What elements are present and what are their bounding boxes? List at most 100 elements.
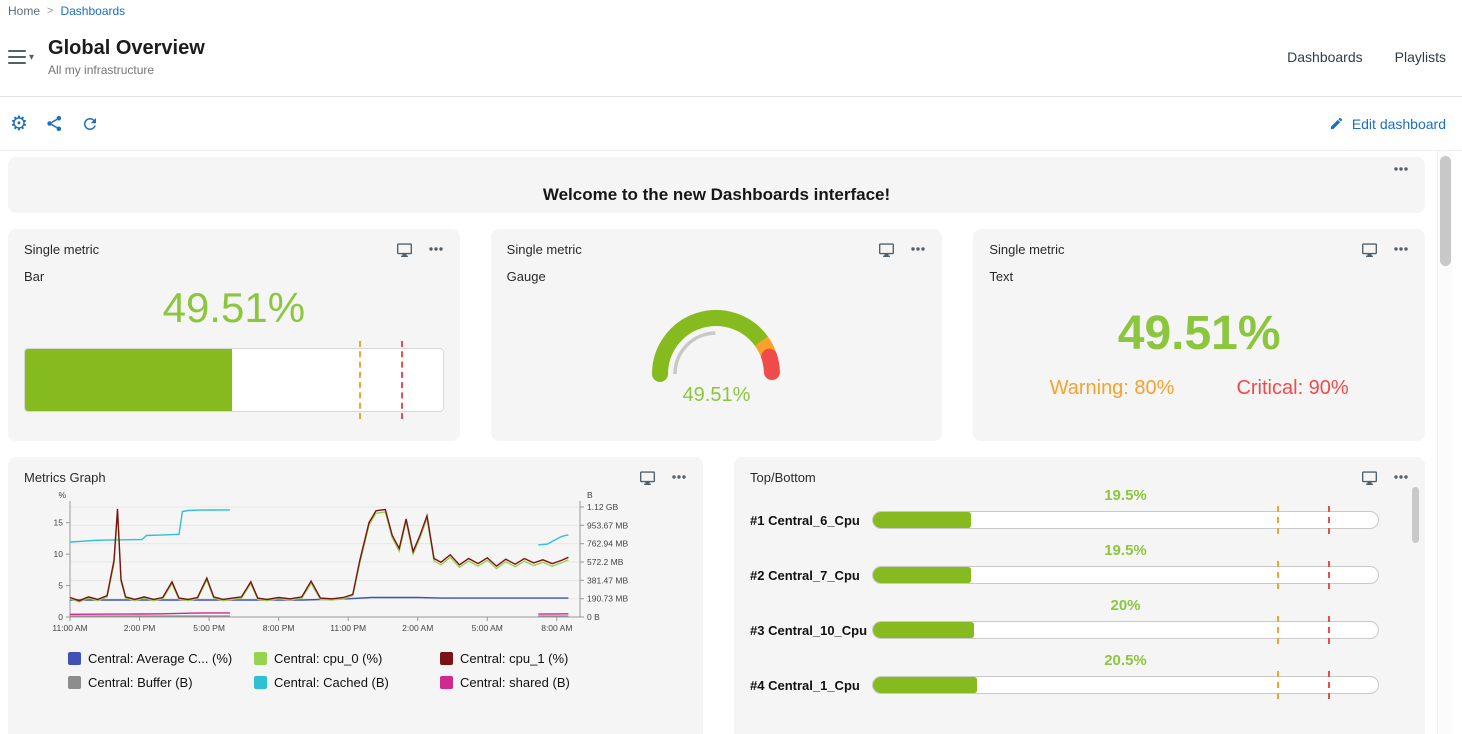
bar-value-label: 19.5% (1104, 542, 1147, 559)
display-icon[interactable] (1361, 470, 1378, 485)
legend-label: Central: Average C... (%) (88, 651, 233, 666)
top-bottom-row: 20.5% #4 Central_1_Cpu (750, 652, 1409, 699)
single-metric-text-panel: Single metric Text 49.51% Warning: 80% C… (973, 229, 1425, 441)
legend-swatch (440, 652, 453, 665)
bar-value-label: 20% (1110, 597, 1141, 614)
svg-text:1.12 GB: 1.12 GB (587, 502, 619, 512)
panel-title: Single metric (506, 241, 582, 257)
metrics-graph-legend: Central: Average C... (%) Central: cpu_0 … (68, 651, 687, 690)
bar-fill (25, 349, 232, 411)
svg-text:10: 10 (54, 549, 64, 559)
breadcrumb-separator-icon: > (47, 5, 54, 17)
warning-threshold-label: Warning: 80% (1049, 377, 1175, 399)
top-bottom-row: 20% #3 Central_10_Cpu (750, 597, 1409, 644)
panel-scrollbar-thumb[interactable] (1412, 487, 1419, 543)
bar-track (24, 341, 444, 419)
top-bottom-row: 19.5% #1 Central_6_Cpu (750, 487, 1409, 534)
edit-dashboard-button[interactable]: Edit dashboard (1329, 116, 1446, 132)
breadcrumb-dashboards-link[interactable]: Dashboards (60, 4, 126, 18)
legend-item[interactable]: Central: Cached (B) (254, 675, 440, 690)
legend-item[interactable]: Central: shared (B) (440, 675, 687, 690)
top-bottom-list: 19.5% #1 Central_6_Cpu 19.5% #2 Central_7_C… (750, 487, 1409, 699)
refresh-icon[interactable] (81, 115, 99, 133)
more-options-button[interactable] (1393, 161, 1409, 177)
caret-down-icon: ▾ (29, 51, 35, 63)
bar-label: #4 Central_1_Cpu (750, 677, 860, 693)
legend-label: Central: cpu_1 (%) (460, 651, 569, 666)
page-header: ▾ Global Overview All my infrastructure … (0, 22, 1462, 97)
bottom-row: Metrics Graph 0 B 190.73 MB 381.47 MB 572.2… (8, 457, 1425, 734)
bar-track[interactable] (872, 561, 1379, 589)
more-options-button[interactable] (1393, 241, 1409, 257)
svg-text:B: B (587, 491, 593, 500)
tab-dashboards[interactable]: Dashboards (1287, 49, 1363, 65)
legend-item[interactable]: Central: cpu_0 (%) (254, 651, 440, 666)
more-options-button[interactable] (671, 469, 687, 485)
svg-text:11:00 PM: 11:00 PM (330, 623, 366, 633)
more-options-button[interactable] (1393, 469, 1409, 485)
svg-text:0 B: 0 B (587, 612, 600, 622)
share-icon[interactable] (46, 115, 63, 132)
hamburger-icon (8, 50, 26, 64)
bar-track[interactable] (872, 616, 1379, 644)
more-options-button[interactable] (910, 241, 926, 257)
display-icon[interactable] (1361, 242, 1378, 257)
page-title: Global Overview (48, 37, 205, 59)
legend-swatch (68, 676, 81, 689)
gauge-chart (652, 310, 781, 382)
bar-fill (873, 512, 972, 528)
panel-title: Metrics Graph (24, 469, 106, 485)
svg-text:2:00 AM: 2:00 AM (402, 623, 433, 633)
dashboard-menu-button[interactable]: ▾ (8, 50, 34, 64)
bar-fill (873, 622, 974, 638)
top-bottom-panel: Top/Bottom 19.5% #1 Central_6_Cpu 19.5% #2 … (734, 457, 1425, 734)
svg-text:190.73 MB: 190.73 MB (587, 594, 628, 604)
bar-label: #2 Central_7_Cpu (750, 567, 860, 583)
legend-item[interactable]: Central: Average C... (%) (68, 651, 254, 666)
critical-threshold-line (1327, 671, 1330, 699)
critical-threshold-line (1327, 561, 1330, 589)
bar-track[interactable] (872, 506, 1379, 534)
legend-label: Central: shared (B) (460, 675, 570, 690)
legend-swatch (68, 652, 81, 665)
breadcrumb: Home > Dashboards (0, 0, 1462, 22)
header-nav: Dashboards Playlists (1287, 49, 1446, 65)
legend-label: Central: cpu_0 (%) (274, 651, 383, 666)
display-icon[interactable] (396, 242, 413, 257)
bar-label: #1 Central_6_Cpu (750, 512, 860, 528)
display-icon[interactable] (878, 242, 895, 257)
single-metric-row: Single metric Bar 49.51% (8, 229, 1425, 441)
bar-fill (873, 677, 977, 693)
main-scrollbar-thumb[interactable] (1440, 156, 1451, 266)
warning-threshold-line (1277, 671, 1279, 699)
bar-value-label: 20.5% (1104, 652, 1147, 669)
legend-swatch (254, 676, 267, 689)
warning-threshold-line (1277, 616, 1279, 644)
svg-text:8:00 PM: 8:00 PM (263, 623, 295, 633)
bar-track[interactable] (872, 671, 1379, 699)
settings-icon[interactable]: ⚙ (10, 112, 28, 135)
display-icon[interactable] (639, 470, 656, 485)
more-options-button[interactable] (428, 241, 444, 257)
welcome-panel: Welcome to the new Dashboards interface! (8, 157, 1425, 213)
critical-threshold-line (1327, 506, 1330, 534)
dashboard-content: Welcome to the new Dashboards interface!… (0, 151, 1462, 734)
svg-text:953.67 MB: 953.67 MB (587, 520, 628, 530)
edit-dashboard-label: Edit dashboard (1351, 115, 1446, 132)
single-metric-gauge-panel: Single metric Gauge 49.51% (490, 229, 943, 441)
bar-value-label: 19.5% (1104, 487, 1147, 504)
legend-item[interactable]: Central: Buffer (B) (68, 675, 254, 690)
svg-text:572.2 MB: 572.2 MB (587, 557, 624, 567)
legend-label: Central: Buffer (B) (88, 675, 193, 690)
panel-title: Single metric (989, 241, 1065, 257)
main-scrollbar[interactable] (1437, 151, 1452, 734)
tab-playlists[interactable]: Playlists (1394, 49, 1446, 65)
bar-label: #3 Central_10_Cpu (750, 622, 868, 638)
panel-subtitle: Text (989, 269, 1014, 284)
metric-bar-chart (24, 341, 444, 419)
dashboard-toolbar: ⚙ Edit dashboard (0, 97, 1462, 151)
legend-label: Central: Cached (B) (274, 675, 389, 690)
svg-text:762.94 MB: 762.94 MB (587, 539, 628, 549)
breadcrumb-home-link[interactable]: Home (8, 4, 41, 18)
legend-item[interactable]: Central: cpu_1 (%) (440, 651, 687, 666)
